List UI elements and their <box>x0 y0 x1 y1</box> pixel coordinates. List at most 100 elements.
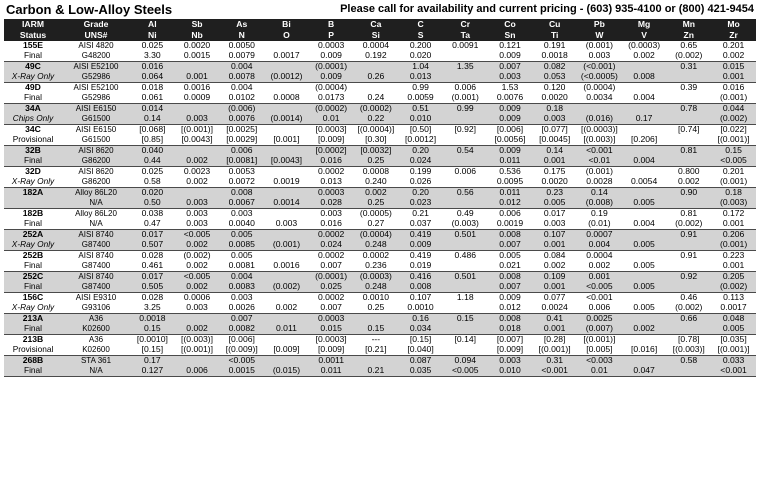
element-value: 0.003 <box>174 303 220 314</box>
element-value: 0.003 <box>174 198 220 209</box>
element-value: 0.199 <box>398 166 443 177</box>
element-value: 0.01 <box>577 366 622 377</box>
grade-name: STA 361 <box>62 355 130 366</box>
uns-number: G86200 <box>62 177 130 188</box>
element-value: [0.206] <box>621 135 667 146</box>
element-value: [(0.001)] <box>711 345 756 356</box>
element-value: 0.011 <box>487 156 533 167</box>
element-value <box>353 313 399 324</box>
element-value <box>264 103 309 114</box>
material-status: X-Ray Only <box>4 72 62 83</box>
element-value: 0.009 <box>308 72 354 83</box>
element-value: 0.002 <box>264 303 309 314</box>
element-value: 0.004 <box>621 93 667 104</box>
element-value <box>621 124 667 135</box>
material-group: 156C AISI E9310 0.028 0.0006 0.003 0.0002 0.00… <box>4 292 756 314</box>
column-subheader: Nb <box>174 30 220 41</box>
element-value: (0.006) <box>219 103 265 114</box>
element-value: 0.0010 <box>353 292 399 303</box>
element-value: 0.009 <box>487 103 533 114</box>
element-value: 0.004 <box>577 240 622 251</box>
material-group: 252A AISI 8740 0.017 <0.005 0.005 0.0002 (0.00… <box>4 229 756 251</box>
element-value: 0.0020 <box>174 41 220 51</box>
element-value <box>621 271 667 282</box>
element-value: 0.120 <box>532 82 578 93</box>
table-row: X-Ray Only G87400 0.507 0.002 0.0085 (0.001) 0… <box>4 240 756 251</box>
element-value: 0.035 <box>398 366 443 377</box>
element-value: 0.038 <box>130 208 175 219</box>
element-value: 0.001 <box>711 261 756 272</box>
grade-name: AISI 8740 <box>62 250 130 261</box>
element-value <box>621 166 667 177</box>
element-value: 0.001 <box>532 282 578 293</box>
element-value: 0.99 <box>442 103 488 114</box>
uns-number: G61500 <box>62 135 130 146</box>
material-id: 49C <box>4 61 62 72</box>
material-id: 34C <box>4 124 62 135</box>
element-value: 0.206 <box>711 229 756 240</box>
element-value: (0.008) <box>577 198 622 209</box>
element-value <box>264 187 309 198</box>
table-row: X-Ray Only G93106 3.25 0.003 0.0026 0.002 0.00… <box>4 303 756 314</box>
element-value <box>442 177 488 188</box>
element-value: 0.0067 <box>219 198 265 209</box>
element-value: [(0.003)] <box>666 345 712 356</box>
element-value: (0.0004) <box>353 229 399 240</box>
material-group: 32B AISI 8620 0.040 0.006 [0.0002] [0.0032] 0.… <box>4 145 756 167</box>
element-value: 0.501 <box>442 229 488 240</box>
element-value: 0.037 <box>398 219 443 230</box>
element-value: [0.068] <box>130 124 175 135</box>
element-value <box>621 229 667 240</box>
element-value: 3.25 <box>130 303 175 314</box>
element-value <box>621 208 667 219</box>
title-bar: Carbon & Low-Alloy Steels Please call fo… <box>0 0 760 18</box>
element-value <box>353 82 399 93</box>
element-value: [(0.001)] <box>174 124 220 135</box>
element-value: 0.51 <box>398 103 443 114</box>
element-value: 0.016 <box>711 82 756 93</box>
element-value <box>264 166 309 177</box>
element-value: [0.15] <box>130 345 175 356</box>
element-value: 0.0011 <box>308 355 354 366</box>
element-value: 0.023 <box>398 198 443 209</box>
element-value: 0.024 <box>308 240 354 251</box>
element-value: (0.001) <box>577 41 622 51</box>
element-value <box>666 93 712 104</box>
element-value <box>621 187 667 198</box>
material-status: Final <box>4 261 62 272</box>
element-value: [0.15] <box>398 334 443 345</box>
element-value: [(0.0004)] <box>353 124 399 135</box>
element-value: 0.002 <box>621 324 667 335</box>
element-value: 0.064 <box>130 72 175 83</box>
element-value: [(0.001)] <box>577 334 622 345</box>
element-value: 0.008 <box>621 72 667 83</box>
element-value <box>264 208 309 219</box>
element-value <box>666 198 712 209</box>
element-value <box>353 61 399 72</box>
column-subheader: P <box>308 30 354 41</box>
uns-number: N/A <box>62 198 130 209</box>
element-value <box>621 103 667 114</box>
element-value: 0.028 <box>308 198 354 209</box>
column-header: Cr <box>442 19 488 30</box>
element-value: 0.047 <box>621 366 667 377</box>
element-value: (0.0001) <box>308 271 354 282</box>
element-value <box>174 145 220 156</box>
element-value: [0.016] <box>621 345 667 356</box>
element-value: (0.0003) <box>353 271 399 282</box>
grade-name: Alloy 86L20 <box>62 187 130 198</box>
element-value: [0.0043] <box>264 156 309 167</box>
element-value: 0.008 <box>219 187 265 198</box>
element-value: [0.0045] <box>532 135 578 146</box>
element-value: 0.56 <box>442 187 488 198</box>
element-value: (0.001) <box>711 177 756 188</box>
element-value <box>264 250 309 261</box>
element-value: 0.016 <box>308 219 354 230</box>
element-value: 0.0053 <box>219 166 265 177</box>
element-value: 0.002 <box>174 324 220 335</box>
element-value: 0.18 <box>532 103 578 114</box>
uns-number: G52986 <box>62 72 130 83</box>
material-id: 49D <box>4 82 62 93</box>
grade-name: AISI 8740 <box>62 229 130 240</box>
